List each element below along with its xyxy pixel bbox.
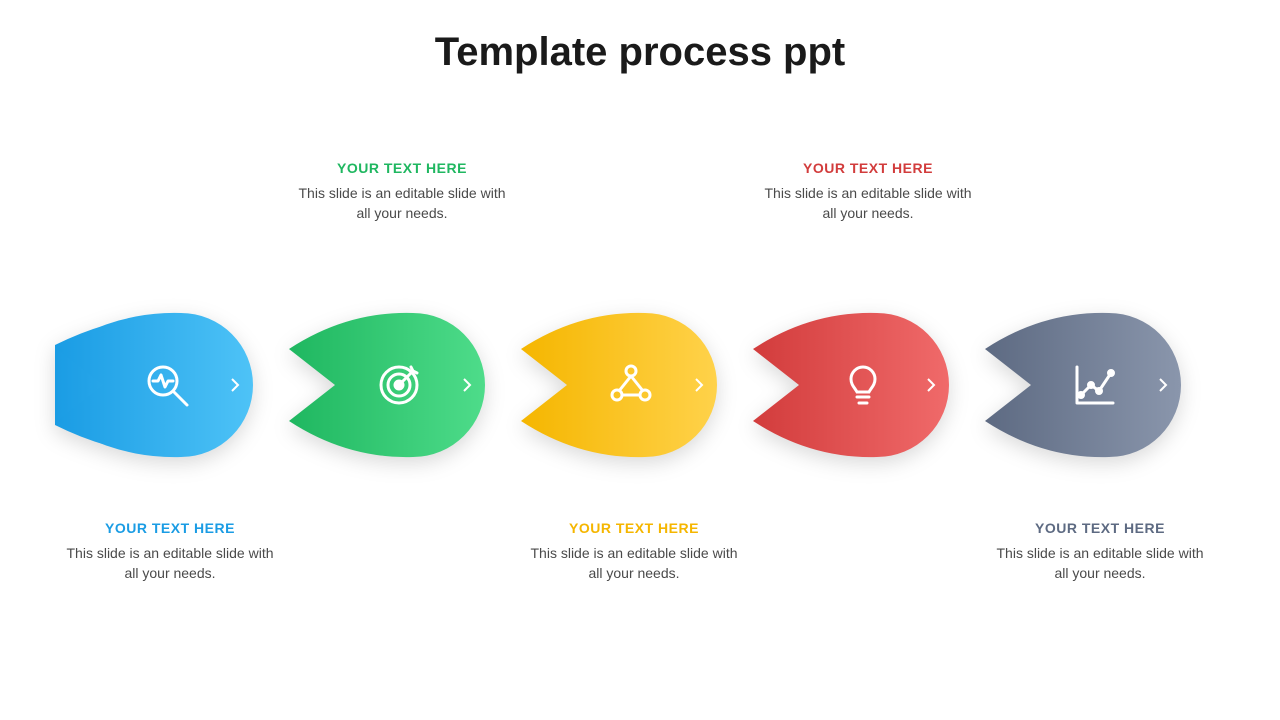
step-5 [983, 305, 1203, 465]
magnifier-pulse-icon [143, 361, 191, 409]
share-nodes-icon [607, 361, 655, 409]
chevron-right-icon [225, 375, 245, 395]
step-4 [751, 305, 971, 465]
callout-heading: YOUR TEXT HERE [990, 520, 1210, 536]
step-1 [55, 305, 275, 465]
process-flow [55, 305, 1225, 465]
step-2 [287, 305, 507, 465]
callout-body: This slide is an editable slide with all… [60, 544, 280, 583]
callout-step-5: YOUR TEXT HERE This slide is an editable… [990, 520, 1210, 583]
callout-body: This slide is an editable slide with all… [524, 544, 744, 583]
slide: Template process ppt YOUR TEXT HERE This… [0, 0, 1280, 720]
chevron-right-icon [1153, 375, 1173, 395]
page-title: Template process ppt [0, 30, 1280, 75]
chevron-right-icon [921, 375, 941, 395]
callout-body: This slide is an editable slide with all… [990, 544, 1210, 583]
callout-body: This slide is an editable slide with all… [292, 184, 512, 223]
step-3 [519, 305, 739, 465]
chevron-right-icon [689, 375, 709, 395]
callout-heading: YOUR TEXT HERE [292, 160, 512, 176]
callout-step-2: YOUR TEXT HERE This slide is an editable… [292, 160, 512, 223]
target-icon [375, 361, 423, 409]
callout-heading: YOUR TEXT HERE [60, 520, 280, 536]
callout-step-3: YOUR TEXT HERE This slide is an editable… [524, 520, 744, 583]
chevron-right-icon [457, 375, 477, 395]
callout-heading: YOUR TEXT HERE [758, 160, 978, 176]
callout-step-1: YOUR TEXT HERE This slide is an editable… [60, 520, 280, 583]
callout-heading: YOUR TEXT HERE [524, 520, 744, 536]
callout-step-4: YOUR TEXT HERE This slide is an editable… [758, 160, 978, 223]
growth-chart-icon [1071, 361, 1119, 409]
callout-body: This slide is an editable slide with all… [758, 184, 978, 223]
lightbulb-icon [839, 361, 887, 409]
